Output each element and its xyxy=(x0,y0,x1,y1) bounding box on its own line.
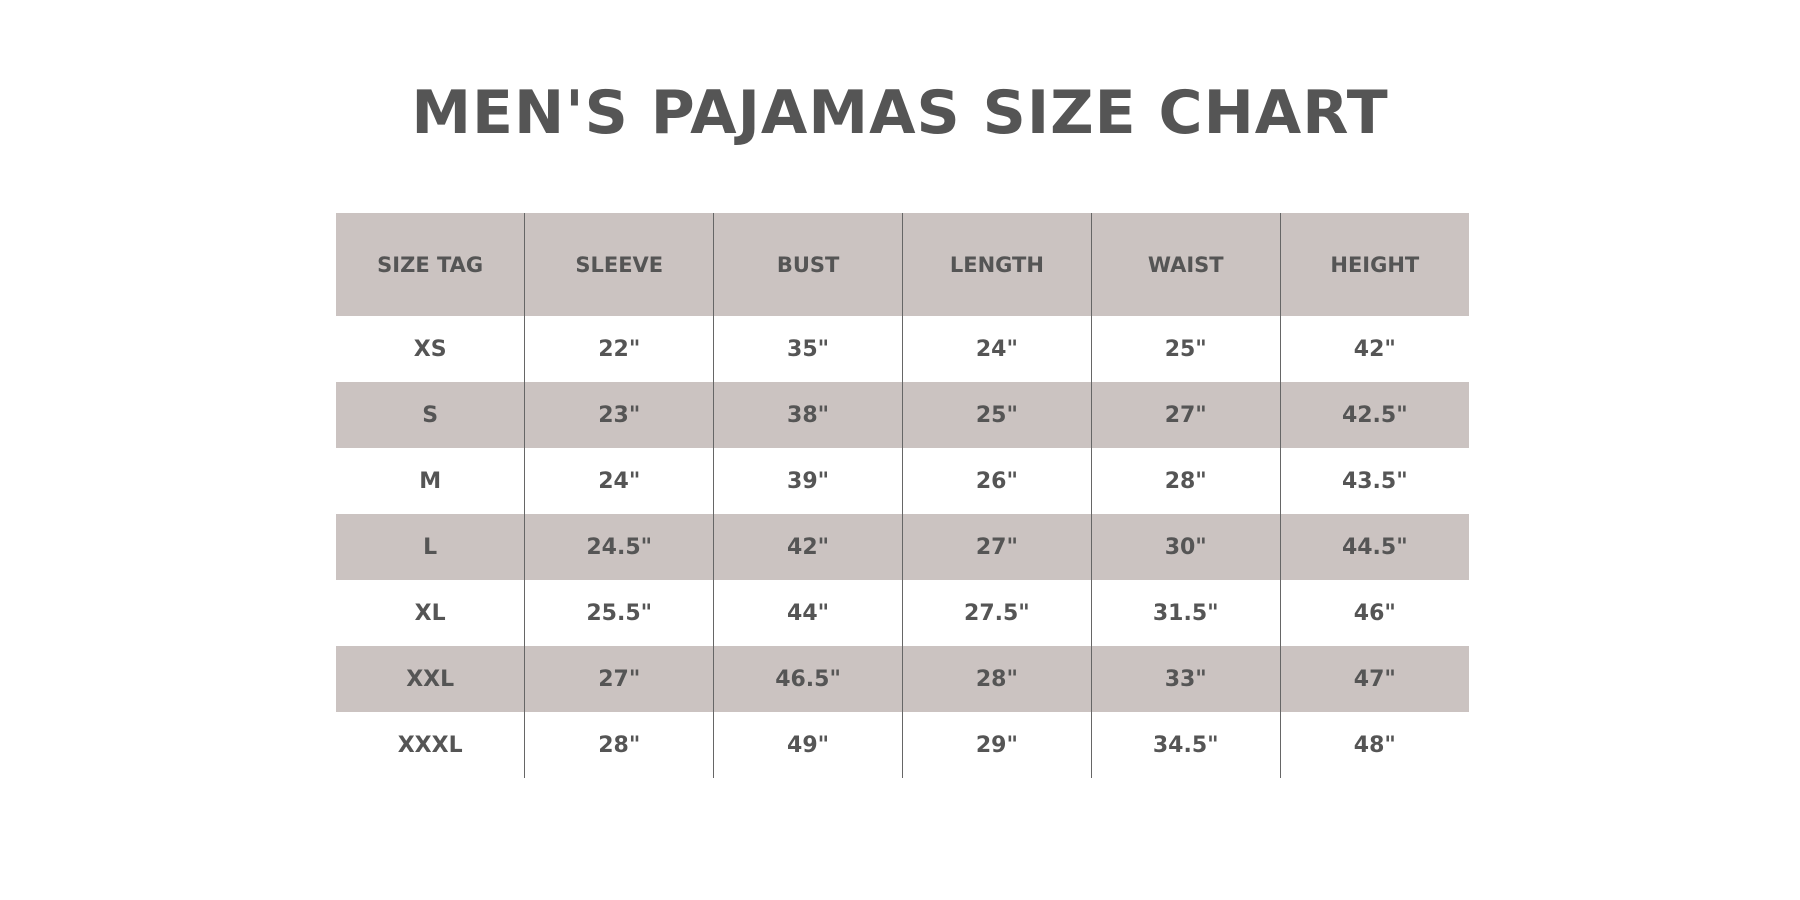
table-row: XXL 27" 46.5" 28" 33" 47" xyxy=(336,646,1469,712)
table-cell: 24.5" xyxy=(524,514,714,580)
table-cell: 42.5" xyxy=(1279,382,1469,448)
column-header: HEIGHT xyxy=(1279,213,1469,316)
table-cell: 44" xyxy=(713,580,903,646)
table-row: XXXL 28" 49" 29" 34.5" 48" xyxy=(336,712,1469,778)
table-row: XS 22" 35" 24" 25" 42" xyxy=(336,316,1469,382)
table-cell: 33" xyxy=(1090,646,1281,712)
column-header: SLEEVE xyxy=(524,213,714,316)
table-cell: 27" xyxy=(1090,382,1281,448)
table-cell: 47" xyxy=(1279,646,1469,712)
table-cell: 42" xyxy=(713,514,903,580)
table-row: M 24" 39" 26" 28" 43.5" xyxy=(336,448,1469,514)
table-cell: 23" xyxy=(524,382,714,448)
table-cell: 27" xyxy=(524,646,714,712)
table-cell: 48" xyxy=(1279,712,1469,778)
table-cell: 28" xyxy=(901,646,1092,712)
column-header: WAIST xyxy=(1090,213,1281,316)
table-cell: XXL xyxy=(336,646,525,712)
table-cell: 46" xyxy=(1279,580,1469,646)
column-header: BUST xyxy=(713,213,903,316)
table-cell: 42" xyxy=(1279,316,1469,382)
size-chart-table: SIZE TAG SLEEVE BUST LENGTH WAIST HEIGHT XS 22… xyxy=(336,213,1469,778)
table-cell: 28" xyxy=(1090,448,1281,514)
table-cell: XXXL xyxy=(397,732,463,758)
table-cell: 25" xyxy=(901,382,1092,448)
table-cell: L xyxy=(336,514,525,580)
table-cell: 24" xyxy=(901,316,1092,382)
table-cell: 25.5" xyxy=(524,580,714,646)
table-cell: 28" xyxy=(524,712,714,778)
table-cell: 49" xyxy=(713,712,903,778)
table-cell: 30" xyxy=(1090,514,1281,580)
table-row: S 23" 38" 25" 27" 42.5" xyxy=(336,382,1469,448)
page-title: MEN'S PAJAMAS SIZE CHART xyxy=(411,78,1389,148)
table-row: L 24.5" 42" 27" 30" 44.5" xyxy=(336,514,1469,580)
table-cell: XL xyxy=(414,600,446,626)
table-cell: 31.5" xyxy=(1090,580,1281,646)
table-cell: XS xyxy=(413,336,447,362)
table-cell: 26" xyxy=(901,448,1092,514)
table-cell: 27" xyxy=(901,514,1092,580)
table-cell: 44.5" xyxy=(1279,514,1469,580)
table-cell: 39" xyxy=(713,448,903,514)
table-cell: 25" xyxy=(1090,316,1281,382)
table-cell: 22" xyxy=(524,316,714,382)
table-cell: M xyxy=(419,468,442,494)
table-cell: 43.5" xyxy=(1279,448,1469,514)
table-header-row: SIZE TAG SLEEVE BUST LENGTH WAIST HEIGHT xyxy=(336,213,1469,316)
table-cell: 38" xyxy=(713,382,903,448)
table-row: XL 25.5" 44" 27.5" 31.5" 46" xyxy=(336,580,1469,646)
table-cell: 46.5" xyxy=(713,646,903,712)
table-cell: 34.5" xyxy=(1090,712,1281,778)
column-header: LENGTH xyxy=(901,213,1092,316)
table-cell: S xyxy=(336,382,525,448)
table-cell: 24" xyxy=(524,448,714,514)
table-cell: 27.5" xyxy=(901,580,1092,646)
table-cell: 29" xyxy=(901,712,1092,778)
column-header: SIZE TAG xyxy=(336,213,525,316)
table-cell: 35" xyxy=(713,316,903,382)
